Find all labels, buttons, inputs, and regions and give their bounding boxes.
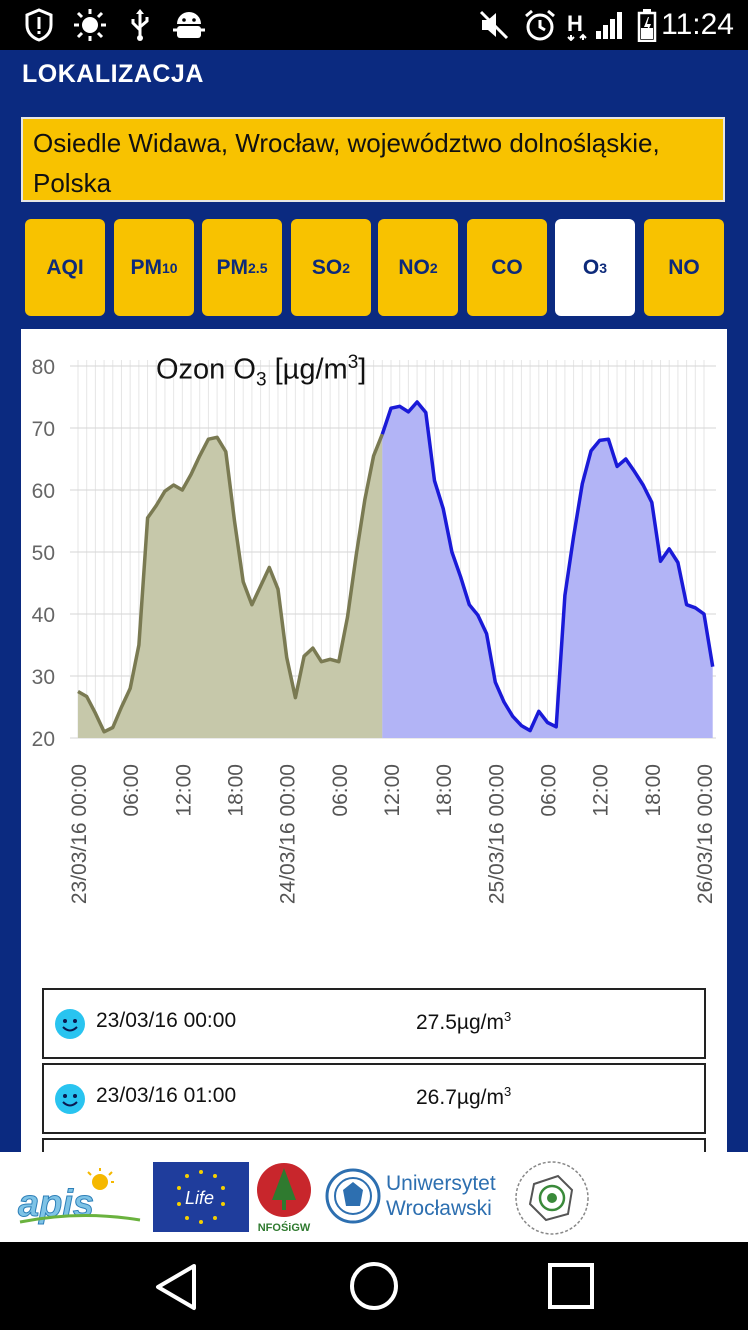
sponsor-footer: apis Life NFOŚiGW Uniwersytet Wrocławski xyxy=(0,1152,748,1242)
tab-label-sub: 10 xyxy=(161,259,178,276)
tab-label: PM xyxy=(216,255,249,279)
tab-aqi[interactable]: AQI xyxy=(25,219,105,316)
clock: 11:24 xyxy=(661,8,734,41)
tab-pm25[interactable]: PM 2.5 xyxy=(202,219,282,316)
reading-value-text: 27.5µg/m xyxy=(416,1011,504,1034)
nfosigw-label: NFOŚiGW xyxy=(257,1222,311,1234)
tab-no[interactable]: NO xyxy=(644,219,724,316)
android-debug-icon xyxy=(172,6,206,44)
uni-line1: Uniwersytet xyxy=(386,1172,496,1195)
alarm-icon xyxy=(522,6,558,44)
smiley-icon xyxy=(54,1083,86,1120)
battery-icon xyxy=(636,6,658,44)
inspektorat-logo[interactable] xyxy=(512,1160,592,1241)
list-item[interactable]: 23/03/16 00:00 27.5µg/m3 xyxy=(42,988,706,1059)
svg-text:Life: Life xyxy=(185,1188,214,1208)
uni-line2: Wrocławski xyxy=(386,1197,492,1220)
smiley-icon xyxy=(54,1008,86,1045)
tab-label: PM xyxy=(130,255,162,279)
tab-co[interactable]: CO xyxy=(467,219,547,316)
reading-value: 26.7µg/m3 xyxy=(416,1084,511,1110)
tab-label: CO xyxy=(491,255,523,279)
tab-so2[interactable]: SO 2 xyxy=(291,219,371,316)
reading-time: 23/03/16 00:00 xyxy=(96,1009,237,1032)
chart-title-unit: [µg/m xyxy=(266,353,348,386)
apis-logo[interactable]: apis xyxy=(16,1166,144,1235)
reading-unit-sup: 3 xyxy=(503,1009,512,1024)
tab-label: NO xyxy=(398,255,430,279)
tab-no2[interactable]: NO 2 xyxy=(378,219,458,316)
tab-label-sub: 2 xyxy=(429,259,438,276)
tab-label: NO xyxy=(668,255,700,279)
page-title: LOKALIZACJA xyxy=(22,60,204,88)
chart-title-sup: 3 xyxy=(347,352,359,373)
svg-text:H: H xyxy=(567,11,583,36)
reading-value: 27.5µg/m3 xyxy=(416,1009,511,1035)
signal-bars-icon xyxy=(594,6,626,44)
tab-label: AQI xyxy=(46,255,84,279)
signal-h-icon: H xyxy=(566,6,590,44)
list-item[interactable]: 23/03/16 01:00 26.7µg/m3 xyxy=(42,1063,706,1134)
home-icon[interactable] xyxy=(348,1260,400,1317)
svg-text:apis: apis xyxy=(18,1183,94,1225)
reading-time: 23/03/16 01:00 xyxy=(96,1084,237,1107)
navigation-bar xyxy=(0,1242,748,1330)
chart-title-main: Ozon O xyxy=(156,353,256,386)
tab-label-sub: 3 xyxy=(599,259,608,276)
life-logo[interactable]: Life xyxy=(153,1162,249,1237)
back-icon[interactable] xyxy=(152,1262,202,1317)
location-box[interactable]: Osiedle Widawa, Wrocław, województwo dol… xyxy=(21,117,725,202)
nfosigw-logo[interactable] xyxy=(256,1160,312,1241)
reading-unit-sup: 3 xyxy=(503,1084,512,1099)
reading-value-text: 26.7µg/m xyxy=(416,1086,504,1109)
chart-title-sub: 3 xyxy=(255,369,267,391)
tab-label-sub: 2.5 xyxy=(248,259,268,276)
usb-icon xyxy=(128,6,152,44)
mute-icon xyxy=(478,6,510,44)
tab-label: O xyxy=(582,255,600,279)
brightness-icon xyxy=(72,6,108,44)
recents-icon[interactable] xyxy=(547,1262,595,1315)
tab-pm10[interactable]: PM 10 xyxy=(114,219,194,316)
tab-label-sub: 2 xyxy=(342,259,351,276)
alert-icon xyxy=(22,6,56,44)
chart-title-close: ] xyxy=(358,353,367,386)
status-bar: H 11:24 xyxy=(0,0,748,50)
chart-title: Ozon O3 [µg/m3] xyxy=(156,352,366,391)
uniwersytet-wroclawski-logo[interactable] xyxy=(324,1166,382,1231)
tab-label: SO xyxy=(311,255,343,279)
